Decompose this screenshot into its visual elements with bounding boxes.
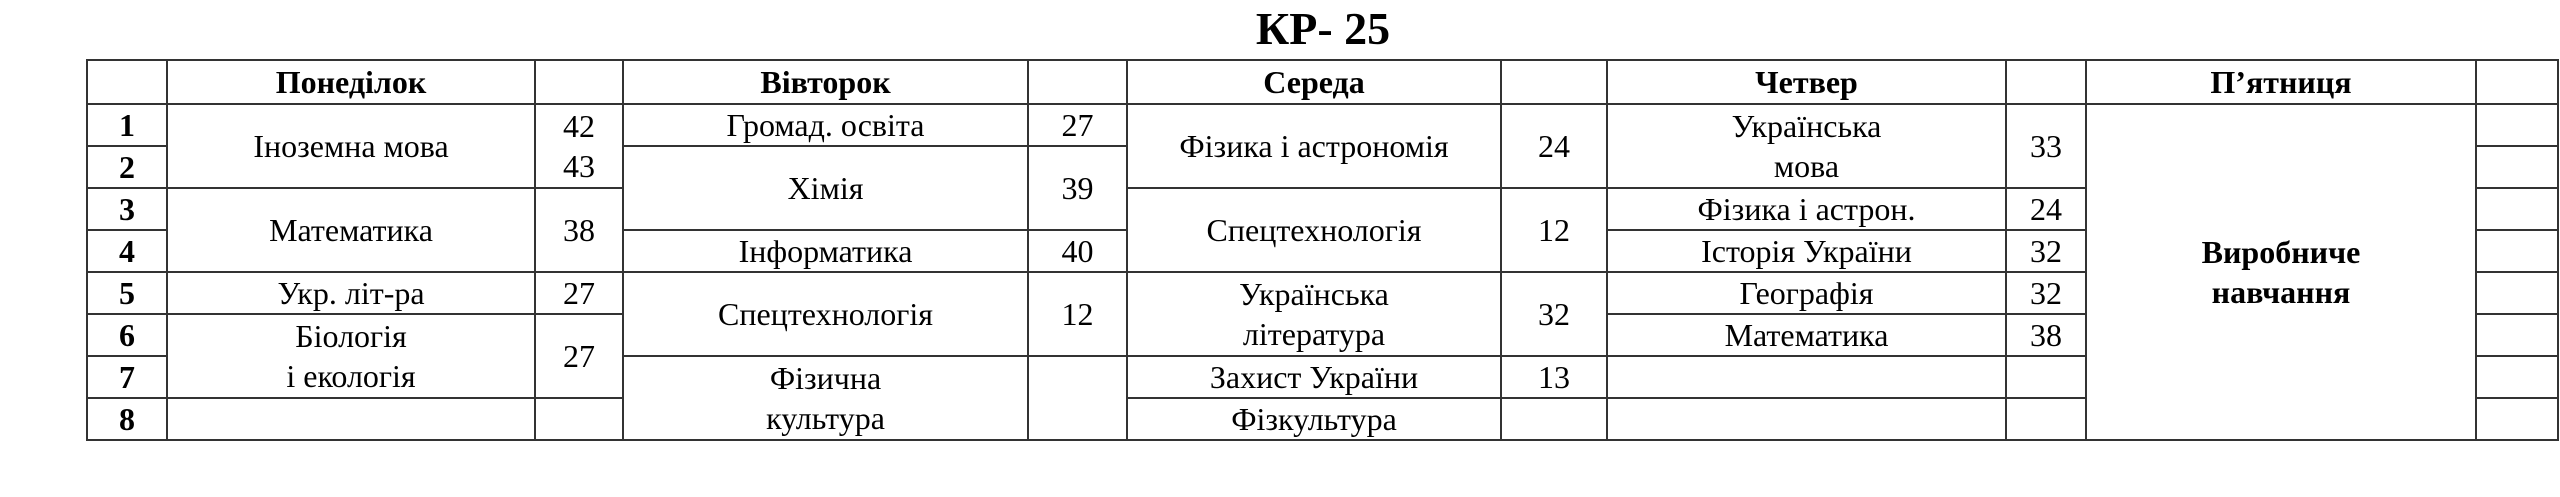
lesson-number: 3 bbox=[86, 187, 168, 231]
table-cell: 33 bbox=[2005, 103, 2087, 189]
lesson-number: 8 bbox=[86, 397, 168, 441]
table-cell: 13 bbox=[1500, 355, 1608, 399]
table-cell: Математика bbox=[1606, 313, 2007, 357]
table-cell: 42 43 bbox=[534, 103, 624, 189]
table-row: 1 Іноземна мова 42 43 Громад. освіта 27 Фізик… bbox=[86, 103, 2559, 441]
table-cell: 32 bbox=[2005, 229, 2087, 273]
column-header bbox=[1027, 59, 1128, 105]
table-cell: Географія bbox=[1606, 271, 2007, 315]
table-cell: Українська література bbox=[1126, 271, 1502, 357]
column-header: Середа bbox=[1126, 59, 1502, 105]
table-cell: 38 bbox=[2005, 313, 2087, 357]
table-cell: 27 bbox=[534, 271, 624, 315]
column-header: Вівторок bbox=[622, 59, 1029, 105]
table-cell bbox=[2005, 397, 2087, 441]
table-cell: 40 bbox=[1027, 229, 1128, 273]
table-cell: Спецтехнологія bbox=[1126, 187, 1502, 273]
table-cell bbox=[1606, 355, 2007, 399]
table-cell bbox=[2475, 271, 2559, 315]
table-cell: 12 bbox=[1500, 187, 1608, 273]
table-cell bbox=[1606, 397, 2007, 441]
column-header bbox=[2475, 59, 2559, 105]
table-cell bbox=[2005, 355, 2087, 399]
table-cell: 24 bbox=[1500, 103, 1608, 189]
lesson-number: 2 bbox=[86, 145, 168, 189]
column-header bbox=[86, 59, 168, 105]
schedule-table: Понеділок Вівторок Середа Четвер П’ятниця 1 Ін… bbox=[86, 59, 2559, 441]
table-cell: 32 bbox=[1500, 271, 1608, 357]
lesson-number: 4 bbox=[86, 229, 168, 273]
table-cell bbox=[2475, 187, 2559, 231]
column-header bbox=[1500, 59, 1608, 105]
table-cell: Виробниче навчання bbox=[2085, 103, 2477, 441]
column-header bbox=[2005, 59, 2087, 105]
table-cell: 32 bbox=[2005, 271, 2087, 315]
table-cell bbox=[1500, 397, 1608, 441]
table-cell: Захист України bbox=[1126, 355, 1502, 399]
table-cell: Історія України bbox=[1606, 229, 2007, 273]
table-row: 8 Фізкультура bbox=[86, 397, 2559, 441]
table-cell: Інформатика bbox=[622, 229, 1029, 273]
table-row: 3 Математика 38 Спецтехнологія 12 Фізика і ас… bbox=[86, 187, 2559, 273]
table-row: 5 Укр. літ-ра 27 Спецтехнологія 12 Українська… bbox=[86, 271, 2559, 357]
table-row: 4 Інформатика 40 Історія України 32 bbox=[86, 229, 2559, 273]
table-row: 6 Біологія і екологія 27 Математика 38 bbox=[86, 313, 2559, 399]
table-cell bbox=[166, 397, 536, 441]
lesson-number: 5 bbox=[86, 271, 168, 315]
table-cell: Іноземна мова bbox=[166, 103, 536, 189]
table-cell: Фізика і астрономія bbox=[1126, 103, 1502, 189]
table-cell bbox=[2475, 397, 2559, 441]
table-row: 7 Фізична культура Захист України 13 bbox=[86, 355, 2559, 441]
column-header bbox=[534, 59, 624, 105]
table-cell: 39 bbox=[1027, 145, 1128, 231]
table-cell: Спецтехнологія bbox=[622, 271, 1029, 357]
header-row: Понеділок Вівторок Середа Четвер П’ятниця bbox=[86, 59, 2559, 105]
table-cell: Громад. освіта bbox=[622, 103, 1029, 147]
table-cell: 27 bbox=[534, 313, 624, 399]
table-row: 2 Хімія 39 bbox=[86, 145, 2559, 231]
table-cell: 38 bbox=[534, 187, 624, 273]
column-header: Четвер bbox=[1606, 59, 2007, 105]
table-cell bbox=[534, 397, 624, 441]
table-cell bbox=[2475, 313, 2559, 357]
lesson-number: 1 bbox=[86, 103, 168, 147]
table-cell bbox=[2475, 103, 2559, 147]
page-title: КР- 25 bbox=[1255, 3, 1391, 54]
table-cell: Українська мова bbox=[1606, 103, 2007, 189]
table-cell: 27 bbox=[1027, 103, 1128, 147]
column-header: Понеділок bbox=[166, 59, 536, 105]
table-cell: Біологія і екологія bbox=[166, 313, 536, 399]
column-header: П’ятниця bbox=[2085, 59, 2477, 105]
table-cell: 12 bbox=[1027, 271, 1128, 357]
table-cell bbox=[2475, 355, 2559, 399]
table-cell: Хімія bbox=[622, 145, 1029, 231]
table-cell: Укр. літ-ра bbox=[166, 271, 536, 315]
lesson-number: 6 bbox=[86, 313, 168, 357]
table-cell: Фізика і астрон. bbox=[1606, 187, 2007, 231]
table-cell bbox=[2475, 229, 2559, 273]
table-cell: Фізкультура bbox=[1126, 397, 1502, 441]
table-cell bbox=[1027, 355, 1128, 441]
table-cell: 24 bbox=[2005, 187, 2087, 231]
table-cell: Фізична культура bbox=[622, 355, 1029, 441]
table-cell bbox=[2475, 145, 2559, 189]
table-cell: Математика bbox=[166, 187, 536, 273]
lesson-number: 7 bbox=[86, 355, 168, 399]
